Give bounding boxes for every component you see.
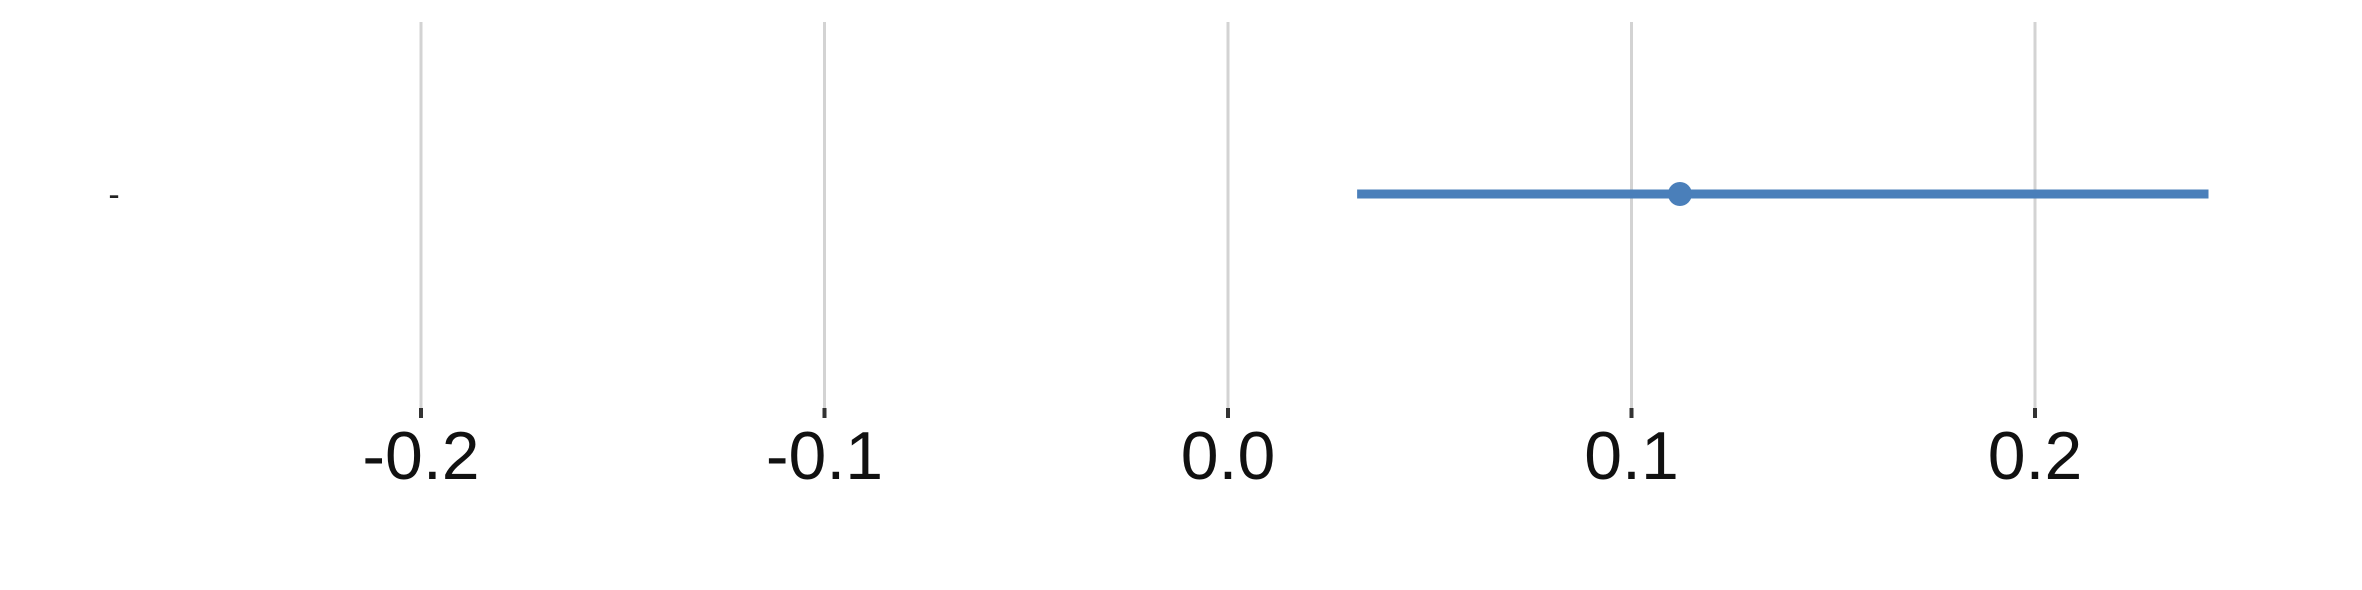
- x-tick-label: 0.2: [1988, 418, 2083, 494]
- row-label: -: [108, 176, 119, 214]
- estimate-marks: [1357, 182, 2209, 206]
- x-tick-label: 0.0: [1181, 418, 1276, 494]
- x-tick-label: -0.2: [362, 418, 479, 494]
- grid-lines: [419, 22, 2037, 408]
- point-estimate: [1667, 182, 1692, 206]
- x-axis-ticks: -0.2 -0.1 0.0 0.1 0.2: [362, 408, 2082, 494]
- x-tick-label: 0.1: [1584, 418, 1679, 494]
- x-tick-label: -0.1: [766, 418, 883, 494]
- row-labels: -: [108, 176, 119, 214]
